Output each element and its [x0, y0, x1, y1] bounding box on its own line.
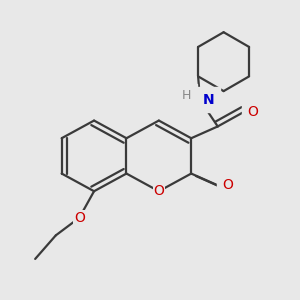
Text: O: O: [247, 105, 258, 119]
Text: O: O: [222, 178, 233, 192]
Text: N: N: [203, 93, 214, 107]
Text: H: H: [182, 89, 191, 102]
Text: O: O: [153, 184, 164, 198]
Text: O: O: [74, 211, 85, 225]
